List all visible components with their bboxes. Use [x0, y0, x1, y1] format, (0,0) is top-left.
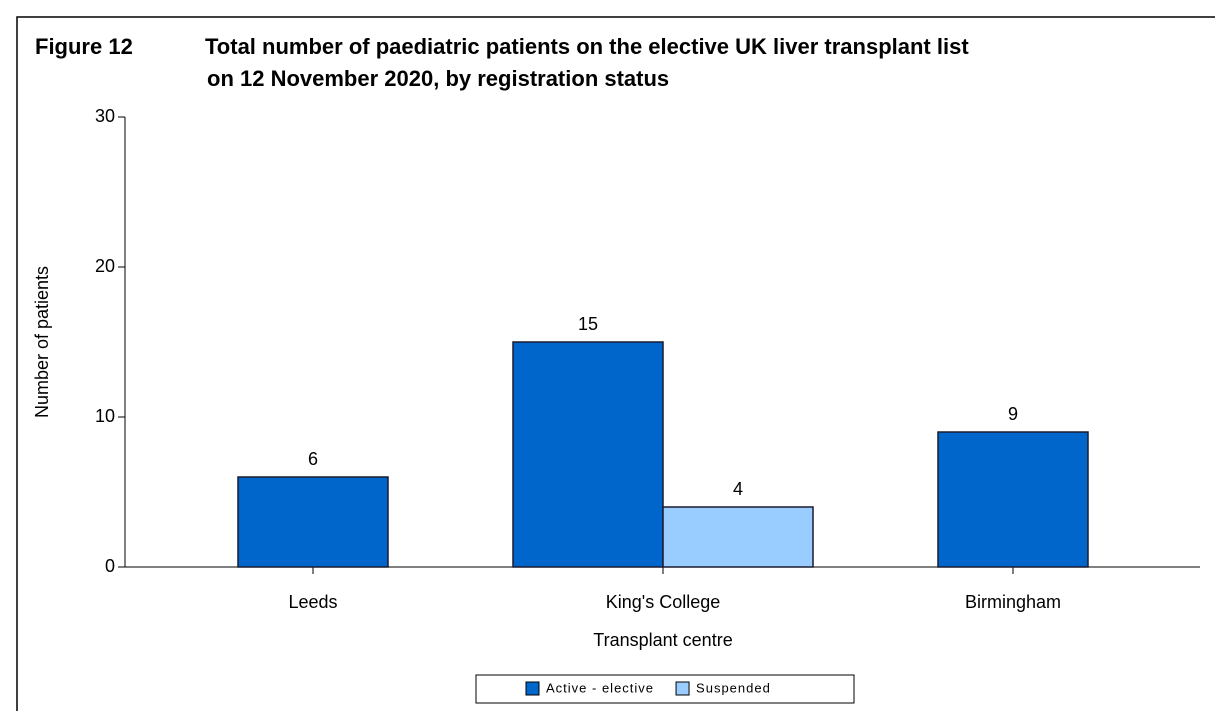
chart-title: Total number of paediatric patients on t… [205, 34, 969, 59]
bar [937, 431, 1089, 568]
chart-title: on 12 November 2020, by registration sta… [207, 66, 669, 91]
y-tick-label: 0 [105, 556, 115, 576]
legend-label: Suspended [696, 680, 771, 695]
bar [237, 476, 389, 568]
data-label: 15 [578, 314, 598, 334]
legend-label: Active - elective [546, 680, 654, 695]
frame [16, 16, 1215, 711]
x-tick-label: King's College [606, 592, 721, 612]
legend-swatch [525, 681, 540, 696]
bar [512, 341, 664, 568]
data-label: 9 [1008, 404, 1018, 424]
bar [662, 506, 814, 568]
y-tick-label: 20 [95, 256, 115, 276]
y-tick-label: 10 [95, 406, 115, 426]
x-tick-label: Leeds [288, 592, 337, 612]
data-label: 4 [733, 479, 743, 499]
x-tick-label: Birmingham [965, 592, 1061, 612]
x-axis-label: Transplant centre [593, 630, 732, 650]
figure-label: Figure 12 [35, 34, 133, 59]
data-label: 6 [308, 449, 318, 469]
legend-swatch [675, 681, 690, 696]
y-axis-label: Number of patients [32, 266, 52, 418]
y-tick-label: 30 [95, 106, 115, 126]
